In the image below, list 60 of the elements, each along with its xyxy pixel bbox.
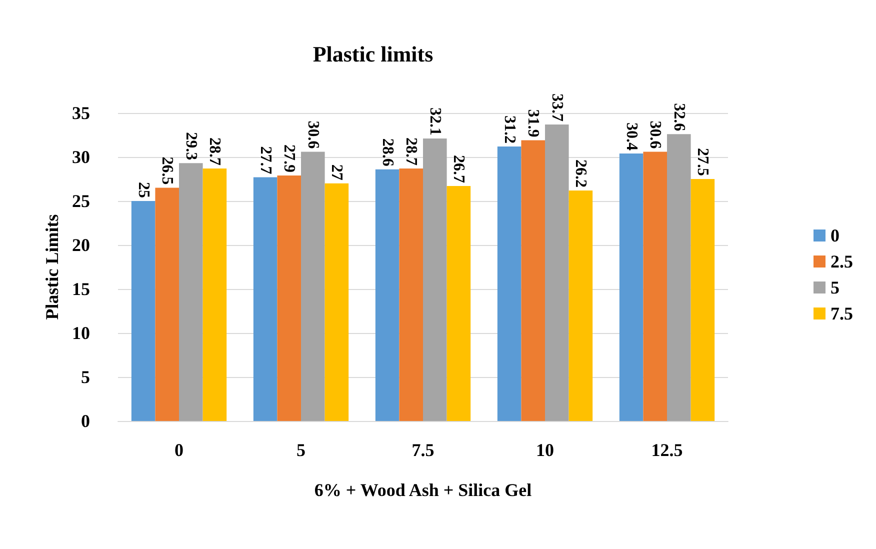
data-label: 30.6 [304,120,322,149]
bar [202,168,227,421]
bar [179,163,203,421]
data-label: 27.5 [694,148,712,176]
legend-label: 0 [830,226,840,246]
data-label: 30.4 [622,122,640,150]
legend-label: 7.5 [830,304,853,324]
bar [155,188,179,421]
bar [619,153,644,421]
bar [667,134,691,421]
data-label: 26.5 [158,156,176,185]
bar [423,138,447,421]
bar [253,177,278,421]
y-tick-label: 10 [72,323,90,343]
data-label: 31.9 [524,109,542,138]
legend-label: 5 [830,278,840,298]
data-label: 25 [134,182,152,198]
legend-label: 2.5 [830,252,853,272]
y-tick-label: 5 [81,367,90,387]
x-tick-label: 7.5 [412,440,434,460]
bar [521,140,545,421]
bar [497,146,522,421]
y-tick-label: 15 [72,279,90,299]
data-label: 27.7 [256,146,274,174]
data-label: 33.7 [548,93,566,122]
bar [446,186,471,421]
data-label: 29.3 [182,132,200,160]
data-label: 26.2 [572,159,590,188]
data-label: 32.6 [670,103,688,132]
bar [131,201,156,421]
x-axis-title: 6% + Wood Ash + Silica Gel [314,480,532,500]
x-tick-label: 0 [174,440,184,460]
y-tick-label: 35 [72,103,90,123]
data-label: 31.2 [500,115,518,144]
x-tick-label: 10 [536,440,554,460]
y-tick-label: 30 [72,147,90,167]
y-tick-label: 20 [72,235,90,255]
data-label: 26.7 [450,155,468,184]
data-label: 30.6 [646,120,664,149]
bar [277,175,301,421]
y-tick-label: 0 [81,411,90,431]
bar [568,190,593,421]
bar [301,152,325,421]
bar [324,183,349,421]
data-label: 28.7 [402,137,420,166]
data-label: 27 [328,164,346,180]
x-tick-label: 5 [296,440,306,460]
data-label: 28.6 [378,138,396,166]
data-label: 32.1 [426,108,444,136]
bar [545,124,569,421]
data-label: 27.9 [280,144,298,172]
y-axis-title: Plastic Limits [42,214,62,320]
bar [643,152,667,421]
bar [690,179,715,421]
bar [375,169,400,421]
bar [399,168,423,421]
y-tick-label: 25 [72,191,90,211]
chart-title: Plastic limits [312,42,434,66]
x-tick-label: 12.5 [651,440,683,460]
data-label: 28.7 [206,137,224,166]
